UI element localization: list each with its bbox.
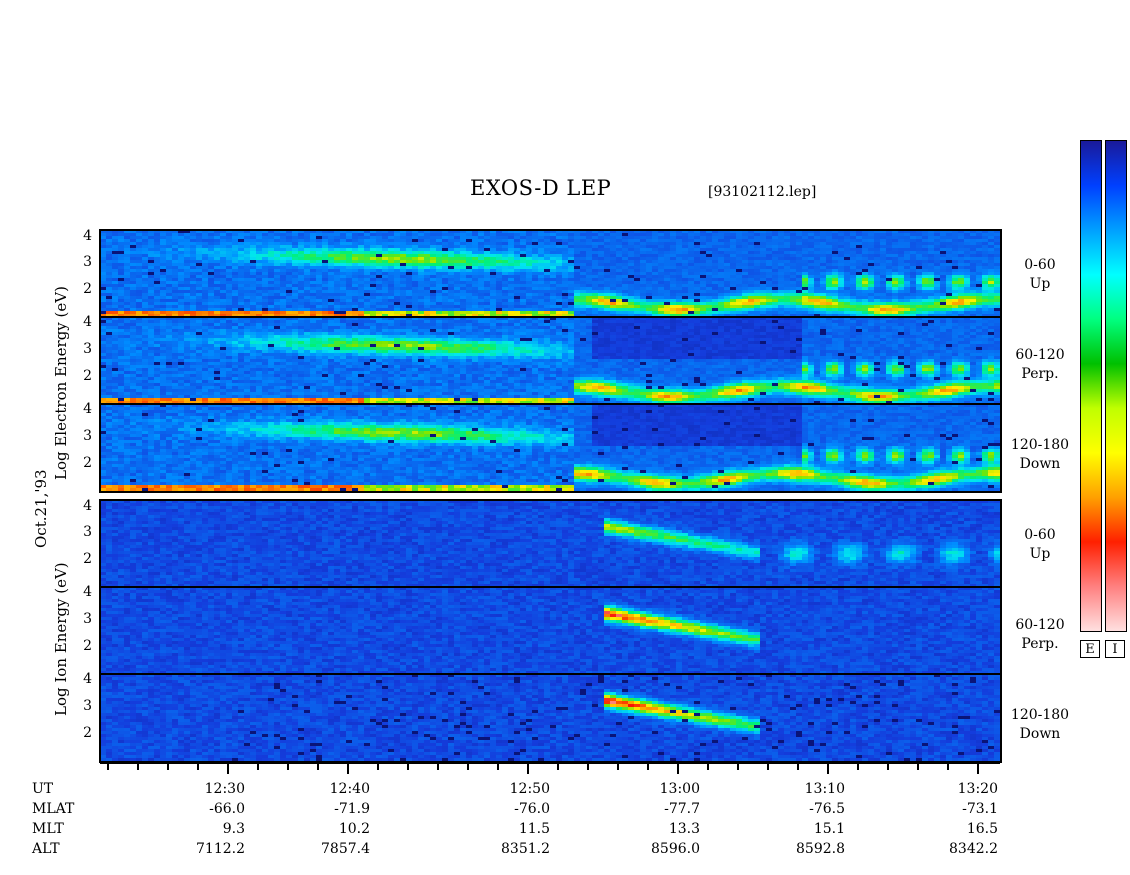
electron-spectrogram-svg <box>100 230 1000 491</box>
time-axis <box>100 762 1000 774</box>
y-tick: 3 <box>78 611 92 627</box>
footer-alt-value: 8592.8 <box>775 841 845 857</box>
footer-ut-value: 13:10 <box>775 781 845 797</box>
date-label: Oct.21,'93 <box>32 469 50 548</box>
footer-mlat-value: -77.7 <box>630 801 700 817</box>
ion-separator-1 <box>100 586 1000 588</box>
y-tick: 4 <box>78 584 92 600</box>
footer-alt-value: 7857.4 <box>300 841 370 857</box>
y-tick: 4 <box>78 314 92 330</box>
y-tick: 3 <box>78 524 92 540</box>
footer-mlt-value: 11.5 <box>480 821 550 837</box>
y-tick: 2 <box>78 725 92 741</box>
y-tick: 4 <box>78 401 92 417</box>
ion-panel-2 <box>100 587 1000 674</box>
electron-ylabel: Log Electron Energy (eV) <box>52 286 70 480</box>
footer-mlt-value: 10.2 <box>300 821 370 837</box>
footer-mlat-value: -71.9 <box>300 801 370 817</box>
electron-separator-2 <box>100 403 1000 405</box>
y-tick: 2 <box>78 281 92 297</box>
y-tick: 4 <box>78 671 92 687</box>
electron-panel-1 <box>100 230 1000 317</box>
y-tick: 2 <box>78 551 92 567</box>
electron-frame <box>99 229 1002 493</box>
footer-mlat-value: -76.5 <box>775 801 845 817</box>
y-tick: 4 <box>78 228 92 244</box>
footer-ut-value: 12:50 <box>480 781 550 797</box>
electron-colorbar <box>1080 140 1102 632</box>
ion-separator-2 <box>100 673 1000 675</box>
footer-alt-value: 8596.0 <box>630 841 700 857</box>
electron-panel-2 <box>100 317 1000 404</box>
footer-mlat-value: -73.1 <box>928 801 998 817</box>
footer-label-ut: UT <box>32 781 53 797</box>
chart-title: EXOS-D LEP <box>470 176 611 200</box>
electron-panel-3 <box>100 404 1000 491</box>
ion-colorbar <box>1105 140 1127 632</box>
footer-mlt-value: 9.3 <box>175 821 245 837</box>
footer-label-mlat: MLAT <box>32 801 74 817</box>
y-tick: 3 <box>78 698 92 714</box>
panel-label-i-up: 0-60 Up <box>1005 526 1075 564</box>
ion-ylabel: Log Ion Energy (eV) <box>52 562 70 716</box>
footer-alt-value: 8342.2 <box>928 841 998 857</box>
file-label: [93102112.lep] <box>708 184 816 200</box>
footer-ut-value: 13:20 <box>928 781 998 797</box>
footer-mlt-value: 16.5 <box>928 821 998 837</box>
y-tick: 3 <box>78 254 92 270</box>
y-tick: 3 <box>78 341 92 357</box>
y-tick: 2 <box>78 368 92 384</box>
footer-ut-value: 12:40 <box>300 781 370 797</box>
electron-colorbar-label: E <box>1080 640 1100 658</box>
panel-label-e-perp: 60-120 Perp. <box>1005 346 1075 384</box>
footer-mlt-value: 13.3 <box>630 821 700 837</box>
ion-colorbar-label: I <box>1105 640 1125 658</box>
ion-spectrogram-svg <box>100 500 1000 761</box>
footer-ut-value: 12:30 <box>175 781 245 797</box>
electron-spectrogram <box>100 230 1000 492</box>
panel-label-e-down: 120-180 Down <box>1005 436 1075 474</box>
footer-label-alt: ALT <box>32 841 60 857</box>
footer-label-mlt: MLT <box>32 821 64 837</box>
ion-spectrogram <box>100 500 1000 762</box>
electron-separator-1 <box>100 316 1000 318</box>
y-tick: 4 <box>78 498 92 514</box>
ion-panel-1 <box>100 500 1000 587</box>
footer-mlat-value: -76.0 <box>480 801 550 817</box>
y-tick: 2 <box>78 638 92 654</box>
footer-mlat-value: -66.0 <box>175 801 245 817</box>
footer-alt-value: 7112.2 <box>175 841 245 857</box>
footer-alt-value: 8351.2 <box>480 841 550 857</box>
footer-mlt-value: 15.1 <box>775 821 845 837</box>
panel-label-i-down: 120-180 Down <box>1005 706 1075 744</box>
y-tick: 2 <box>78 455 92 471</box>
panel-label-i-perp: 60-120 Perp. <box>1005 616 1075 654</box>
footer-ut-value: 13:00 <box>630 781 700 797</box>
y-tick: 3 <box>78 428 92 444</box>
panel-label-e-up: 0-60 Up <box>1005 256 1075 294</box>
ion-panel-3 <box>100 674 1000 761</box>
ion-frame <box>99 499 1002 763</box>
